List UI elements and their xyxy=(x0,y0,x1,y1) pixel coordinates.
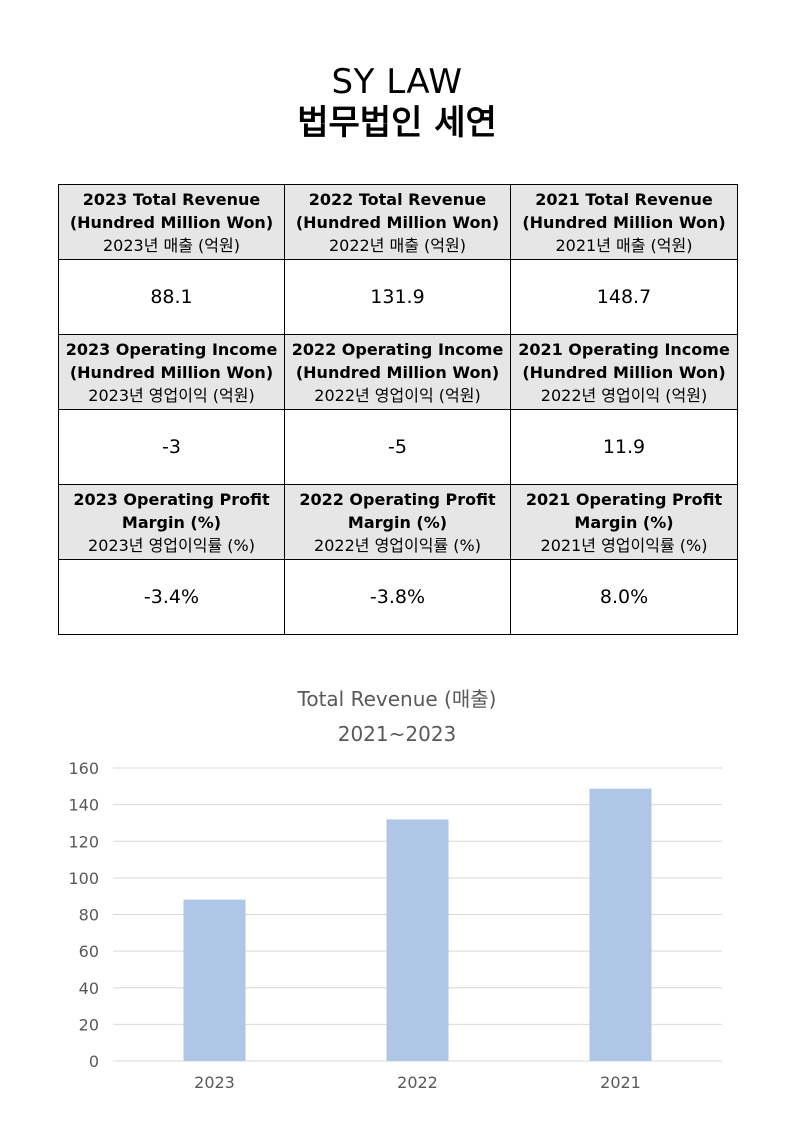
header-cell: 2023 Operating Profit Margin (%) 2023년 영업… xyxy=(58,484,285,560)
header-cell: 2022 Operating Profit Margin (%) 2022년 영업… xyxy=(284,484,511,560)
bar-2022 xyxy=(386,819,449,1061)
title-en: SY LAW xyxy=(331,62,463,102)
y-tick-label: 0 xyxy=(89,1052,99,1071)
title-ko: 법무법인 세연 xyxy=(297,103,497,143)
y-tick-label: 140 xyxy=(68,796,99,815)
revenue-header-row: 2023 Total Revenue (Hundred Million Won)… xyxy=(58,184,738,260)
value-cell: 148.7 xyxy=(510,259,738,335)
value-cell: 131.9 xyxy=(284,259,511,335)
value-cell: -3 xyxy=(58,409,285,485)
y-tick-label: 20 xyxy=(79,1015,99,1034)
y-tick-label: 160 xyxy=(68,759,99,778)
header-cell: 2021 Total Revenue (Hundred Million Won)… xyxy=(510,184,738,260)
y-tick-label: 40 xyxy=(79,979,99,998)
income-header-row: 2023 Operating Income (Hundred Million W… xyxy=(58,334,738,410)
page-header: SY LAW 법무법인 세연 xyxy=(0,62,794,144)
chart-subtitle: 2021~2023 xyxy=(338,722,457,746)
margin-value-row: -3.4% -3.8% 8.0% xyxy=(58,559,738,635)
y-tick-label: 80 xyxy=(79,906,99,925)
y-tick-label: 120 xyxy=(68,832,99,851)
header-cell: 2022 Total Revenue (Hundred Million Won)… xyxy=(284,184,511,260)
value-cell: 88.1 xyxy=(58,259,285,335)
margin-header-row: 2023 Operating Profit Margin (%) 2023년 영업… xyxy=(58,484,738,560)
value-cell: 11.9 xyxy=(510,409,738,485)
value-cell: -3.8% xyxy=(284,559,511,635)
value-cell: -5 xyxy=(284,409,511,485)
header-cell: 2023 Operating Income (Hundred Million W… xyxy=(58,334,285,410)
x-tick-label: 2023 xyxy=(194,1073,235,1092)
bar-2021 xyxy=(589,788,652,1061)
value-cell: -3.4% xyxy=(58,559,285,635)
header-cell: 2023 Total Revenue (Hundred Million Won)… xyxy=(58,184,285,260)
header-cell: 2022 Operating Income (Hundred Million W… xyxy=(284,334,511,410)
revenue-value-row: 88.1 131.9 148.7 xyxy=(58,259,738,335)
y-tick-label: 100 xyxy=(68,869,99,888)
x-tick-label: 2021 xyxy=(600,1073,641,1092)
x-tick-label: 2022 xyxy=(397,1073,438,1092)
bar-2023 xyxy=(183,899,246,1061)
revenue-chart-svg: Total Revenue (매출) 2021~2023 0 20 40 60 80 100 1… xyxy=(68,687,722,1092)
header-cell: 2021 Operating Profit Margin (%) 2021년 영업… xyxy=(510,484,738,560)
chart-title: Total Revenue (매출) xyxy=(297,687,497,711)
income-value-row: -3 -5 11.9 xyxy=(58,409,738,485)
value-cell: 8.0% xyxy=(510,559,738,635)
header-cell: 2021 Operating Income (Hundred Million W… xyxy=(510,334,738,410)
financial-table: 2023 Total Revenue (Hundred Million Won)… xyxy=(58,184,738,635)
y-tick-label: 60 xyxy=(79,942,99,961)
revenue-chart: Total Revenue (매출) 2021~2023 0 20 40 60 80 100 1… xyxy=(0,680,794,1100)
